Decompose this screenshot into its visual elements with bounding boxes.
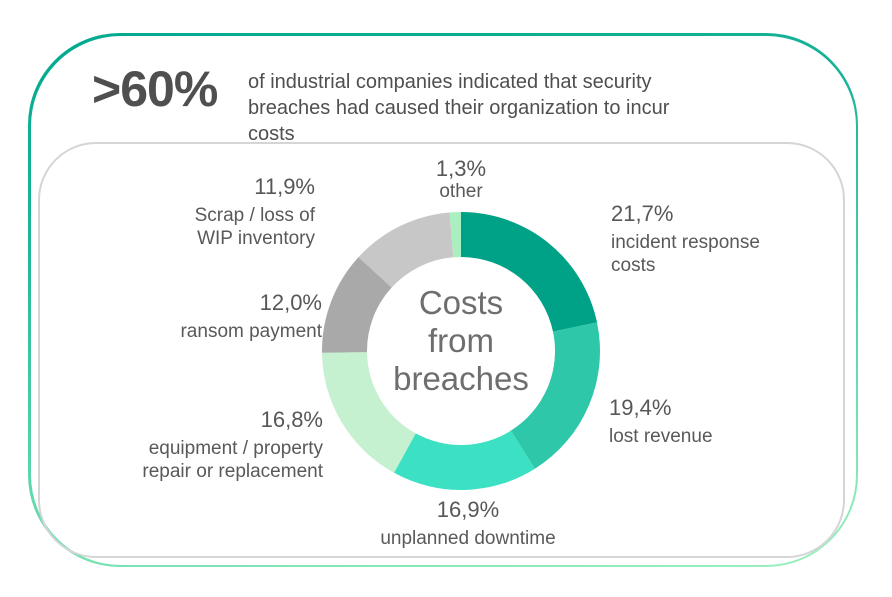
callout-ransom-value: 12,0% [259,290,322,315]
callout-unplanned-label-line1: unplanned downtime [380,528,556,549]
donut-segment-scrap-loss-of-wip-inventory [358,212,454,288]
callout-scrap-label-line1: Scrap / loss of [194,205,315,226]
donut-center-title-line1: Costs [418,284,504,321]
donut-segment-unplanned-downtime [394,430,535,490]
callout-other: 1,3% other [361,158,561,203]
callout-scrap-label-line2: WIP inventory [197,228,315,249]
callout-scrap-loss-of-wip-inventory: 11,9% Scrap / loss of WIP inventory [60,174,315,250]
donut-chart [322,212,600,490]
callout-unplanned-value: 16,9% [436,497,500,522]
donut-center-title: Costs from breaches [361,284,561,398]
callout-incident-value: 21,7% [611,201,674,226]
callout-other-label-line1: other [439,181,483,202]
donut-center-title-line2: from [428,322,494,359]
callout-unplanned-downtime: 16,9% unplanned downtime [318,497,618,550]
callout-incident-label-line1: incident response [611,232,760,253]
callout-equipment-value: 16,8% [260,407,323,432]
donut-segment-incident-response-costs [461,212,598,332]
headline-description: of industrial companies indicated that s… [248,71,670,145]
callout-incident-label-line2: costs [611,255,656,276]
callout-incident-response-costs: 21,7% incident response costs [611,201,846,277]
outer-gradient-card [28,33,858,567]
donut-center-title-line3: breaches [393,360,529,397]
donut-segment-ransom-payment [322,257,392,353]
chart-card [38,142,845,558]
callout-equipment-property-repair: 16,8% equipment / property repair or rep… [63,407,323,483]
donut-segment-other [449,212,461,258]
callout-equipment-label-line1: equipment / property [148,438,323,459]
callout-lost-revenue-value: 19,4% [609,395,672,420]
donut-segment-lost-revenue [510,322,600,469]
callout-scrap-value: 11,9% [254,174,315,199]
callout-ransom-label-line1: ransom payment [180,321,322,342]
callout-ransom-payment: 12,0% ransom payment [65,290,322,343]
callout-other-value: 1,3% [435,156,487,181]
callout-equipment-label-line2: repair or replacement [142,461,323,482]
donut-segment-equipment-property-repair-or-replacement [322,352,416,473]
callout-lost-revenue-label-line1: lost revenue [609,426,713,447]
headline-stat: >60% [92,61,218,117]
callout-lost-revenue: 19,4% lost revenue [609,395,839,448]
